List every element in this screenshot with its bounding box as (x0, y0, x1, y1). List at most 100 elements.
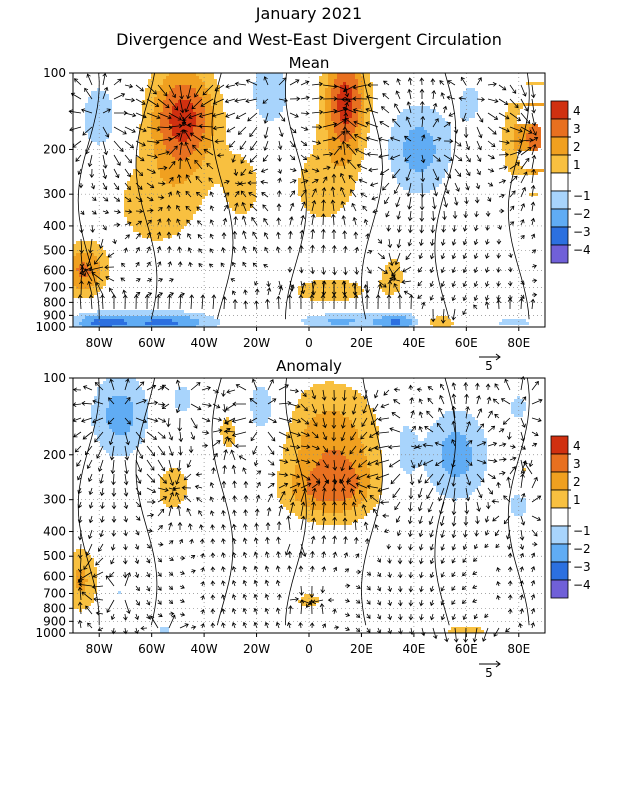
divergence-cell (196, 73, 214, 76)
x-tick-label: 20E (350, 336, 373, 350)
divergence-cell (196, 121, 205, 124)
divergence-cell (172, 112, 196, 115)
wind-vector (300, 459, 311, 464)
divergence-cell (73, 585, 76, 588)
wind-vector (209, 191, 214, 198)
wind-vector (199, 538, 205, 545)
wind-vector (453, 126, 459, 134)
wind-vector (84, 87, 93, 100)
wind-vector (348, 459, 357, 470)
divergence-cell (460, 97, 478, 100)
wind-vector (267, 482, 275, 489)
wind-vector (212, 417, 223, 422)
divergence-cell (211, 136, 226, 139)
divergence-cell (94, 253, 106, 256)
divergence-cell (199, 145, 211, 148)
wind-vector (289, 140, 295, 148)
wind-vector (440, 571, 445, 578)
divergence-cell (250, 402, 271, 405)
wind-vector (249, 126, 258, 138)
divergence-cell (160, 88, 172, 91)
divergence-cell (169, 91, 196, 94)
wind-vector (146, 208, 154, 213)
wind-vector (196, 220, 203, 226)
wind-vector (77, 601, 83, 615)
divergence-cell (79, 271, 91, 274)
wind-vector (245, 98, 258, 104)
divergence-cell (400, 432, 415, 435)
divergence-cell (331, 94, 337, 97)
wind-vector (410, 459, 416, 469)
wind-vector (310, 228, 316, 240)
divergence-cell (97, 435, 145, 438)
wind-vector (458, 96, 467, 101)
divergence-cell (73, 325, 82, 327)
wind-vector (124, 417, 131, 425)
divergence-cell (466, 435, 484, 438)
divergence-cell (73, 274, 79, 277)
divergence-cell (175, 399, 190, 402)
divergence-cell (358, 483, 370, 486)
wind-vector (363, 218, 369, 226)
wind-vector (420, 115, 426, 128)
wind-vector (146, 417, 159, 423)
divergence-cell (85, 109, 112, 112)
divergence-cell (139, 142, 154, 145)
divergence-cell (139, 154, 154, 157)
divergence-cell (79, 313, 205, 316)
wind-vector (498, 179, 507, 184)
divergence-cell (169, 73, 196, 76)
wind-vector (508, 266, 513, 273)
wind-vector (485, 238, 490, 245)
divergence-cell (193, 151, 208, 154)
divergence-cell (391, 127, 415, 130)
divergence-cell (211, 103, 223, 106)
x-tick-label: 60W (138, 336, 165, 350)
wind-vector (146, 473, 156, 483)
divergence-cell (346, 456, 367, 459)
wind-vector (179, 555, 186, 561)
divergence-cell (364, 88, 373, 91)
wind-vector (168, 445, 174, 457)
divergence-cell (85, 573, 97, 576)
divergence-cell (151, 124, 160, 127)
wind-vector (124, 154, 132, 164)
divergence-cell (208, 148, 229, 151)
wind-vector (443, 168, 452, 179)
divergence-cell (397, 178, 442, 181)
divergence-cell (460, 100, 478, 103)
divergence-cell (472, 453, 487, 456)
wind-vector (366, 473, 379, 479)
wind-vector (416, 444, 423, 449)
wind-vector (393, 182, 401, 195)
divergence-cell (73, 558, 94, 561)
wind-vector (93, 596, 104, 602)
wind-vector (431, 210, 436, 222)
y-tick-label: 300 (43, 493, 66, 507)
wind-vector (289, 96, 301, 102)
wind-vector (222, 464, 227, 475)
divergence-cell (424, 169, 448, 172)
wind-vector (233, 215, 238, 226)
divergence-cell (406, 471, 412, 474)
wind-vector (407, 210, 413, 222)
wind-vector (432, 102, 438, 114)
divergence-cell (151, 238, 163, 241)
wind-vector (179, 570, 185, 575)
wind-vector (147, 499, 156, 505)
wind-vector (135, 459, 142, 473)
divergence-cell (292, 477, 307, 480)
wind-vector (222, 403, 228, 413)
wind-vector (321, 187, 327, 198)
wind-vector (77, 529, 83, 541)
wind-vector (429, 613, 435, 621)
wind-vector (76, 459, 82, 467)
wind-vector (429, 280, 435, 288)
divergence-cell (256, 423, 265, 426)
wind-vector (463, 529, 468, 538)
divergence-cell (253, 390, 268, 393)
wind-vector (388, 252, 394, 267)
divergence-cell (277, 483, 292, 486)
wind-vector (146, 445, 156, 457)
wind-vector (352, 84, 368, 90)
